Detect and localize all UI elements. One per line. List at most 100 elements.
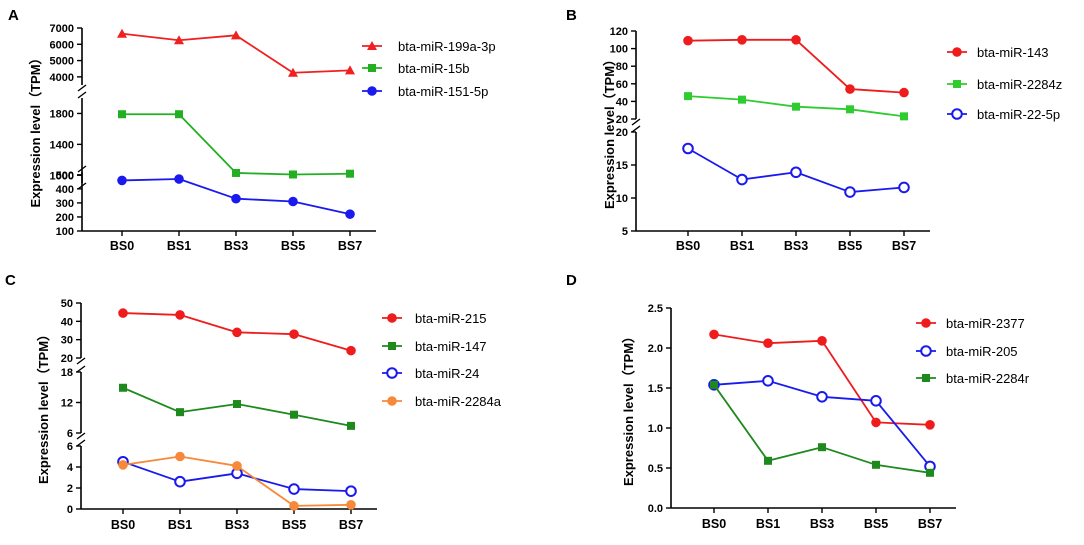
panel-c-data-point-bta-mir-147 bbox=[347, 421, 355, 430]
panel-b-y-tick-label: 20 bbox=[616, 127, 628, 139]
panel-d-y-tick-label: 0.0 bbox=[648, 503, 663, 515]
panel-a-data-point-bta-mir-199a-3p bbox=[174, 35, 184, 45]
panel-b-x-tick-label: BS5 bbox=[838, 239, 862, 253]
panel-c-data-point-bta-mir-147 bbox=[176, 408, 184, 417]
panel-c-y-tick-label: 18 bbox=[61, 367, 73, 379]
panel-a-legend-marker-bta-mir-199a-3p bbox=[367, 41, 377, 50]
panel-c-y-tick-label: 30 bbox=[61, 335, 73, 347]
panel-c-legend-marker-bta-mir-147 bbox=[388, 342, 396, 350]
panel-c-legend-label-bta-mir-24: bta-miR-24 bbox=[415, 366, 479, 381]
panel-d-data-point-bta-mir-2284r bbox=[926, 468, 934, 477]
panel-c-y-tick-label: 40 bbox=[61, 316, 73, 328]
panel-d-data-point-bta-mir-2377 bbox=[925, 420, 935, 430]
panel-a-legend-label-bta-mir-15b: bta-miR-15b bbox=[398, 61, 470, 76]
panel-b-data-point-bta-mir-22-5p bbox=[736, 173, 748, 186]
panel-c-x-tick-label: BS1 bbox=[168, 518, 192, 532]
panel-b-y-tick-label: 20 bbox=[616, 114, 628, 126]
panel-c-y-axis-title: Expression level（TPM） bbox=[36, 328, 51, 484]
panel-b-data-point-bta-mir-2284z bbox=[738, 95, 746, 104]
panel-b-legend-label-bta-mir-2284z: bta-miR-2284z bbox=[977, 77, 1062, 92]
panel-a-y-tick-label: 7000 bbox=[50, 23, 74, 35]
panel-c-data-point-bta-mir-147 bbox=[290, 410, 298, 419]
panel-b-y-tick-label: 120 bbox=[610, 26, 628, 38]
panel-a-data-point-bta-mir-15b bbox=[289, 170, 297, 179]
panel-b-data-point-bta-mir-143 bbox=[683, 35, 693, 46]
panel-b-data-point-bta-mir-2284z bbox=[846, 105, 854, 114]
panel-c-y-tick-label: 0 bbox=[67, 504, 73, 516]
panel-c-data-point-bta-mir-215 bbox=[289, 329, 299, 339]
panel-a-y-tick-label: 4000 bbox=[50, 72, 74, 84]
panel-c-data-point-bta-mir-24 bbox=[174, 475, 186, 488]
panel-a-series-line-bta-mir-199a-3p bbox=[121, 32, 351, 74]
panel-a-data-point-bta-mir-151-5p bbox=[174, 174, 184, 184]
panel-d-legend-label-bta-mir-2284r: bta-miR-2284r bbox=[946, 371, 1030, 386]
panel-d-legend-label-bta-mir-2377: bta-miR-2377 bbox=[946, 316, 1025, 331]
panel-d-data-point-bta-mir-2284r bbox=[818, 443, 826, 452]
panel-d-data-point-bta-mir-205 bbox=[762, 375, 774, 387]
panel-b-y-tick-label: 60 bbox=[616, 79, 628, 91]
panel-b-data-point-bta-mir-22-5p bbox=[898, 181, 910, 194]
panel-d-y-tick-label: 1.5 bbox=[648, 383, 663, 395]
panel-a-data-point-bta-mir-199a-3p bbox=[231, 30, 241, 40]
panel-a-y-tick-label: 5000 bbox=[50, 56, 74, 68]
panel-b-axis-break-mark bbox=[631, 118, 641, 126]
panel-c-data-point-bta-mir-215 bbox=[232, 327, 242, 338]
panel-c-data-point-bta-mir-147 bbox=[233, 400, 241, 409]
panel-c-x-tick-label: BS5 bbox=[282, 518, 306, 532]
panel-a-data-point-bta-mir-15b bbox=[175, 110, 183, 119]
panel-a-y-tick-label: 1800 bbox=[50, 108, 74, 120]
panel-d-x-tick-label: BS7 bbox=[918, 517, 942, 531]
panel-a-legend-label-bta-mir-199a-3p: bta-miR-199a-3p bbox=[398, 39, 496, 54]
panel-b-x-tick-label: BS7 bbox=[892, 239, 916, 253]
panel-d-data-point-bta-mir-205 bbox=[870, 395, 882, 407]
panel-a-x-tick-label: BS0 bbox=[110, 239, 134, 253]
panel-d-x-tick-label: BS3 bbox=[810, 517, 834, 531]
panel-c-axis-break-mark bbox=[76, 439, 86, 447]
panel-b-data-point-bta-mir-2284z bbox=[792, 102, 800, 111]
panel-a-y-axis-title: Expression level（TPM） bbox=[28, 51, 43, 207]
panel-a-y-tick-label: 6000 bbox=[50, 39, 74, 51]
panel-b-data-point-bta-mir-143 bbox=[899, 87, 909, 98]
panel-b: B 20 40 60 80 100 120 5 10 15 20 BS0 BS1 BS3 BS5 BS7 Exp… bbox=[566, 7, 1062, 253]
panel-b-data-point-bta-mir-2284z bbox=[900, 112, 908, 121]
panel-c-data-point-bta-mir-2284a bbox=[232, 461, 242, 471]
panel-c-x-tick-label: BS0 bbox=[111, 518, 135, 532]
panel-a-data-point-bta-mir-199a-3p bbox=[345, 65, 355, 75]
panel-a-x-tick-label: BS3 bbox=[224, 239, 248, 253]
panel-c-x-tick-label: BS3 bbox=[225, 518, 249, 532]
panel-c-y-tick-label: 12 bbox=[61, 398, 73, 410]
panel-b-data-point-bta-mir-2284z bbox=[684, 92, 692, 101]
panel-c-y-tick-label: 50 bbox=[61, 298, 73, 310]
panel-c-legend-label-bta-mir-147: bta-miR-147 bbox=[415, 339, 487, 354]
panel-d-legend-label-bta-mir-205: bta-miR-205 bbox=[946, 344, 1018, 359]
panel-d: D 0.0 0.5 1.0 1.5 2.0 2.5 BS0 BS1 BS3 BS5 BS7 Expres… bbox=[566, 272, 1030, 531]
panel-c-y-tick-label: 6 bbox=[67, 441, 73, 453]
panel-b-x-tick-label: BS0 bbox=[676, 239, 700, 253]
panel-b-data-point-bta-mir-143 bbox=[845, 84, 855, 94]
panel-d-data-point-bta-mir-205 bbox=[816, 391, 828, 403]
panel-b-x-tick-label: BS1 bbox=[730, 239, 754, 253]
panel-c-legend-label-bta-mir-215: bta-miR-215 bbox=[415, 311, 487, 326]
panel-c-legend-marker-bta-mir-24 bbox=[386, 367, 398, 379]
panel-c-legend-marker-bta-mir-2284a bbox=[387, 396, 397, 406]
panel-d-y-tick-label: 2.0 bbox=[648, 343, 663, 355]
panel-a-y-tick-label: 1400 bbox=[50, 139, 74, 151]
panel-b-data-point-bta-mir-143 bbox=[791, 35, 801, 45]
panel-b-data-point-bta-mir-22-5p bbox=[790, 166, 802, 179]
panel-c-data-point-bta-mir-2284a bbox=[175, 451, 185, 462]
panel-c-data-point-bta-mir-2284a bbox=[289, 501, 299, 511]
panel-b-axis-break-mark bbox=[631, 125, 641, 133]
panel-b-data-point-bta-mir-22-5p bbox=[682, 142, 694, 155]
panel-c-legend-label-bta-mir-2284a: bta-miR-2284a bbox=[415, 394, 502, 409]
panel-b-y-tick-label: 40 bbox=[616, 96, 628, 108]
panel-a-legend-marker-bta-mir-151-5p bbox=[367, 86, 377, 96]
panel-a-letter: A bbox=[8, 7, 19, 24]
panel-b-y-tick-label: 10 bbox=[616, 193, 628, 205]
panel-d-x-tick-label: BS0 bbox=[702, 517, 726, 531]
panel-c-y-tick-label: 2 bbox=[67, 483, 73, 495]
panel-d-data-point-bta-mir-2377 bbox=[763, 338, 773, 349]
panel-c-y-tick-label: 4 bbox=[67, 462, 74, 474]
panel-a-data-point-bta-mir-15b bbox=[346, 169, 354, 178]
